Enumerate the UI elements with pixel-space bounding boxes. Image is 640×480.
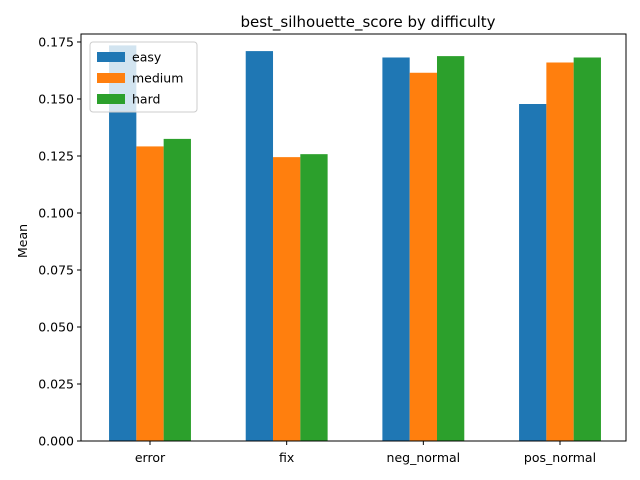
bar-medium-pos_normal bbox=[546, 62, 574, 441]
y-tick-label: 0.175 bbox=[38, 34, 74, 49]
x-tick-label: fix bbox=[279, 450, 294, 465]
bar-medium-neg_normal bbox=[409, 72, 437, 441]
y-axis-label: Mean bbox=[15, 224, 30, 258]
y-tick-label: 0.075 bbox=[38, 262, 74, 277]
x-tick-label: pos_normal bbox=[524, 450, 596, 465]
bar-medium-fix bbox=[273, 157, 301, 441]
bar-easy-neg_normal bbox=[382, 57, 410, 442]
bar-easy-fix bbox=[245, 51, 274, 441]
y-tick-label: 0.150 bbox=[38, 91, 74, 106]
axes-frame bbox=[80, 33, 627, 442]
y-ticks-group: 0.000 0.025 0.050 0.075 0.100 0.125 0.150 0.175 bbox=[38, 34, 81, 449]
legend: easy medium hard bbox=[89, 41, 198, 113]
legend-label-medium: medium bbox=[132, 71, 183, 86]
legend-label-hard: hard bbox=[132, 92, 160, 107]
bar-easy-pos_normal bbox=[519, 104, 547, 441]
legend-swatch-medium bbox=[97, 73, 125, 83]
bar-medium-error bbox=[136, 146, 164, 441]
x-ticks-group: error fix neg_normal pos_normal bbox=[135, 441, 596, 465]
y-tick-label: 0.100 bbox=[38, 205, 74, 220]
y-tick-label: 0.050 bbox=[38, 319, 74, 334]
bars-group bbox=[109, 45, 601, 442]
legend-swatch-easy bbox=[97, 52, 125, 62]
x-tick-label: error bbox=[135, 450, 166, 465]
x-tick-label: neg_normal bbox=[387, 450, 461, 465]
y-tick-label: 0.025 bbox=[38, 376, 74, 391]
bar-hard-fix bbox=[300, 154, 328, 441]
bar-hard-neg_normal bbox=[436, 56, 465, 442]
bar-hard-error bbox=[163, 138, 191, 441]
y-tick-label: 0.125 bbox=[38, 148, 74, 163]
y-tick-label: 0.000 bbox=[38, 434, 74, 449]
chart-title: best_silhouette_score by difficulty bbox=[240, 13, 495, 32]
bar-hard-pos_normal bbox=[573, 57, 601, 442]
legend-label-easy: easy bbox=[132, 50, 162, 65]
legend-swatch-hard bbox=[97, 94, 125, 104]
